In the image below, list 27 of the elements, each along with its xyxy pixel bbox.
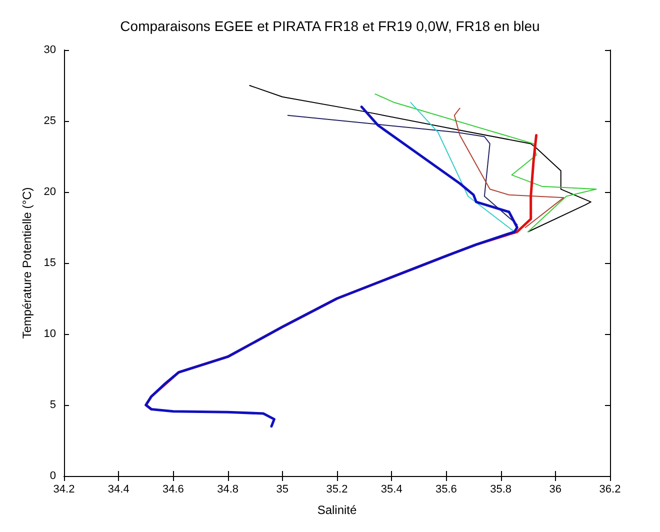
y-tick-label: 10 bbox=[44, 328, 56, 340]
x-tick-label: 35.4 bbox=[380, 484, 402, 496]
line-series bbox=[287, 114, 518, 226]
x-tick-label: 35.8 bbox=[490, 484, 512, 496]
y-tick-label: 30 bbox=[44, 44, 56, 56]
x-tick-label: 35.2 bbox=[326, 484, 348, 496]
y-tick-label: 5 bbox=[50, 399, 56, 411]
x-tick-label: 34.2 bbox=[53, 484, 75, 496]
x-tick-label: 34.6 bbox=[162, 484, 184, 496]
line-series bbox=[249, 85, 592, 232]
x-tick-label: 35 bbox=[276, 484, 289, 496]
line-series bbox=[410, 102, 515, 232]
line-series bbox=[374, 94, 597, 232]
x-axis-title: Salinité bbox=[317, 503, 358, 517]
y-tick-label: 25 bbox=[44, 115, 56, 127]
y-tick-label: 15 bbox=[44, 257, 56, 269]
y-tick-label: 0 bbox=[50, 470, 56, 482]
y-tick-label: 20 bbox=[44, 186, 56, 198]
y-axis-title: Température Potentielle (°C) bbox=[20, 187, 34, 339]
line-series bbox=[144, 106, 518, 428]
x-tick-label: 35.6 bbox=[435, 484, 457, 496]
line-series bbox=[454, 108, 564, 228]
x-tick-label: 34.4 bbox=[108, 484, 130, 496]
x-tick-label: 34.8 bbox=[217, 484, 239, 496]
x-tick-label: 36 bbox=[549, 484, 562, 496]
chart-title: Comparaisons EGEE et PIRATA FR18 et FR19 0,0W, FR18 en bleu bbox=[120, 18, 540, 34]
x-tick-label: 36.2 bbox=[599, 484, 621, 496]
